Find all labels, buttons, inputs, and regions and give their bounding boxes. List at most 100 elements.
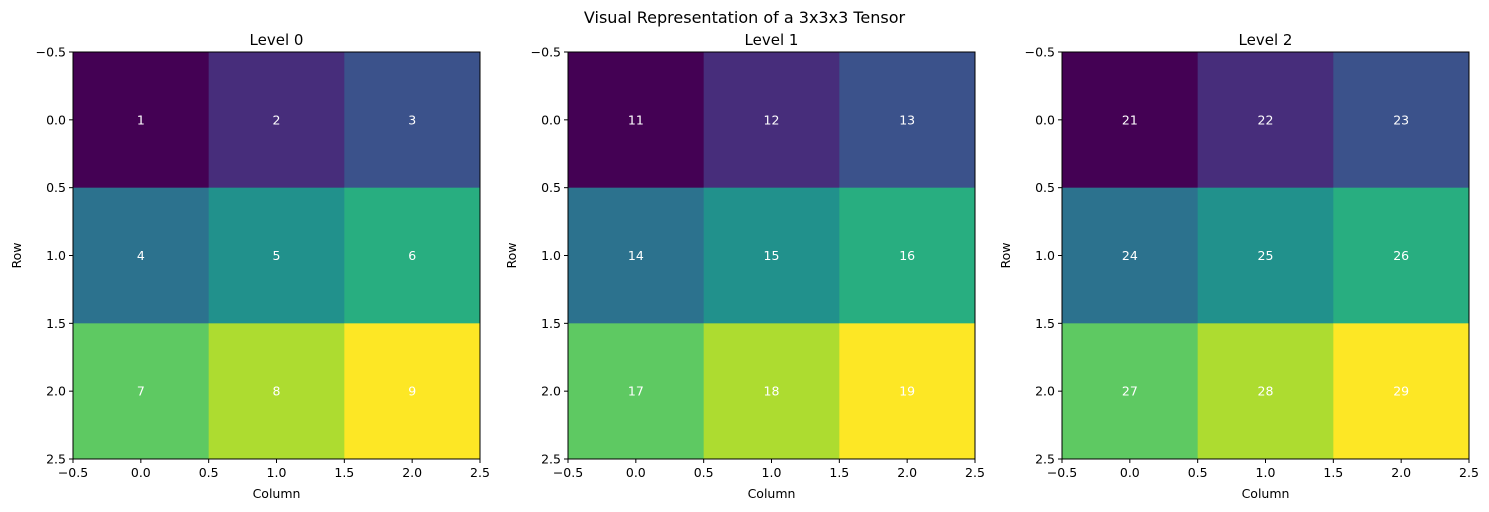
subplot-title: Level 0: [250, 31, 304, 49]
heatmap-cell: [73, 187, 210, 324]
cell-value-label: 14: [628, 248, 644, 263]
heatmap-cell: [703, 187, 840, 324]
y-tick-label: −0.5: [1025, 45, 1055, 60]
heatmap-cell: [839, 52, 976, 189]
y-axis-label: Row: [504, 243, 519, 269]
cell-value-label: 5: [273, 248, 281, 263]
y-tick-label: 2.5: [1035, 452, 1055, 467]
heatmap-cell: [208, 323, 345, 460]
cell-value-label: 18: [764, 384, 780, 399]
heatmap-cell: [839, 187, 976, 324]
x-tick-label: 1.5: [1323, 465, 1343, 480]
x-tick-label: 1.0: [1256, 465, 1276, 480]
heatmap-cell: [208, 187, 345, 324]
y-tick-label: 2.5: [541, 452, 561, 467]
x-tick-label: 1.0: [267, 465, 287, 480]
x-axis-label: Column: [748, 486, 796, 501]
heatmap-cell: [208, 52, 345, 189]
cell-value-label: 25: [1258, 248, 1274, 263]
heatmap-cell: [703, 52, 840, 189]
x-tick-label: 0.0: [131, 465, 151, 480]
heatmap-cell: [568, 323, 705, 460]
heatmap-cell: [839, 323, 976, 460]
y-tick-label: 1.0: [1035, 248, 1055, 263]
subplot-title: Level 1: [745, 31, 799, 49]
y-tick-label: −0.5: [36, 45, 66, 60]
heatmap-cell: [703, 323, 840, 460]
y-tick-label: −0.5: [531, 45, 561, 60]
cell-value-label: 24: [1122, 248, 1138, 263]
heatmap-cell: [568, 52, 705, 189]
cell-value-label: 28: [1258, 384, 1274, 399]
cell-value-label: 12: [764, 112, 780, 127]
subplot-panels: Level 01 2 34 5 67 8 9−0.5−0.50.00.00.50.51.01…: [9, 31, 1479, 501]
cell-value-label: 26: [1393, 248, 1409, 263]
y-tick-label: 1.0: [541, 248, 561, 263]
heatmap-cell: [1197, 187, 1334, 324]
x-tick-label: 1.5: [829, 465, 849, 480]
x-tick-label: −0.5: [58, 465, 88, 480]
cell-value-label: 6: [408, 248, 416, 263]
x-tick-label: 2.5: [1459, 465, 1479, 480]
heatmap-cell: [568, 187, 705, 324]
cell-value-label: 3: [408, 112, 416, 127]
x-tick-label: 2.0: [897, 465, 917, 480]
cell-value-label: 27: [1122, 384, 1138, 399]
y-tick-label: 0.0: [1035, 112, 1055, 127]
heatmap-cell: [1062, 323, 1199, 460]
x-axis-label: Column: [253, 486, 301, 501]
x-tick-label: 2.0: [1391, 465, 1411, 480]
y-tick-label: 0.5: [541, 180, 561, 195]
heatmap-panel-2: Level 2 21 22 23 24 25 26 27 28 29 −0.5 −0.5 0.0 0.0 0…: [998, 31, 1479, 501]
cell-value-label: 29: [1393, 384, 1409, 399]
cell-value-label: 19: [899, 384, 915, 399]
y-tick-label: 0.0: [541, 112, 561, 127]
cell-value-label: 22: [1258, 112, 1274, 127]
x-tick-label: −0.5: [553, 465, 583, 480]
y-tick-label: 0.5: [46, 180, 66, 195]
x-tick-label: 0.0: [1120, 465, 1140, 480]
y-tick-label: 2.0: [541, 384, 561, 399]
y-tick-label: 0.5: [1035, 180, 1055, 195]
x-tick-label: 0.5: [199, 465, 219, 480]
heatmap-cell: [1197, 323, 1334, 460]
cell-value-label: 11: [628, 112, 644, 127]
y-tick-label: 2.0: [46, 384, 66, 399]
heatmap-panel-0: Level 0 1 2 3 4 5 6 7 8 9 −0.5 −0.5 0.0 0.0 0.5 0.5 1.0 1…: [9, 31, 490, 501]
x-tick-label: 1.0: [762, 465, 782, 480]
heatmap-cell: [1333, 187, 1470, 324]
heatmap-panel-1: Level 1 11 12 13 14 15 16 17 18 19 −0.5 −0.5 0.0 0.0 0…: [504, 31, 985, 501]
heatmap-cell: [344, 323, 481, 460]
cell-value-label: 9: [408, 384, 416, 399]
heatmap-cell: [73, 52, 210, 189]
x-tick-label: 1.5: [334, 465, 354, 480]
x-tick-label: 2.0: [402, 465, 422, 480]
heatmap-cell: [1333, 52, 1470, 189]
cell-value-label: 15: [764, 248, 780, 263]
cell-value-label: 7: [137, 384, 145, 399]
figure-title: Visual Representation of a 3x3x3 Tensor: [584, 8, 906, 27]
heatmap-cell: [344, 52, 481, 189]
x-tick-label: 2.5: [965, 465, 985, 480]
cell-value-label: 17: [628, 384, 644, 399]
x-tick-label: 2.5: [470, 465, 490, 480]
cell-value-label: 16: [899, 248, 915, 263]
heatmap-cell: [73, 323, 210, 460]
cell-value-label: 13: [899, 112, 915, 127]
x-tick-label: −0.5: [1047, 465, 1077, 480]
heatmap-cell: [1333, 323, 1470, 460]
y-tick-label: 1.5: [1035, 316, 1055, 331]
heatmap-cell: [1197, 52, 1334, 189]
cell-value-label: 21: [1122, 112, 1138, 127]
y-axis-label: Row: [9, 243, 24, 269]
x-tick-label: 0.5: [694, 465, 714, 480]
cell-value-label: 4: [137, 248, 145, 263]
x-axis-label: Column: [1242, 486, 1290, 501]
y-tick-label: 2.0: [1035, 384, 1055, 399]
subplot-title: Level 2: [1239, 31, 1293, 49]
heatmap-cell: [1062, 52, 1199, 189]
x-tick-label: 0.0: [626, 465, 646, 480]
y-tick-label: 1.5: [46, 316, 66, 331]
y-axis-label: Row: [998, 243, 1013, 269]
